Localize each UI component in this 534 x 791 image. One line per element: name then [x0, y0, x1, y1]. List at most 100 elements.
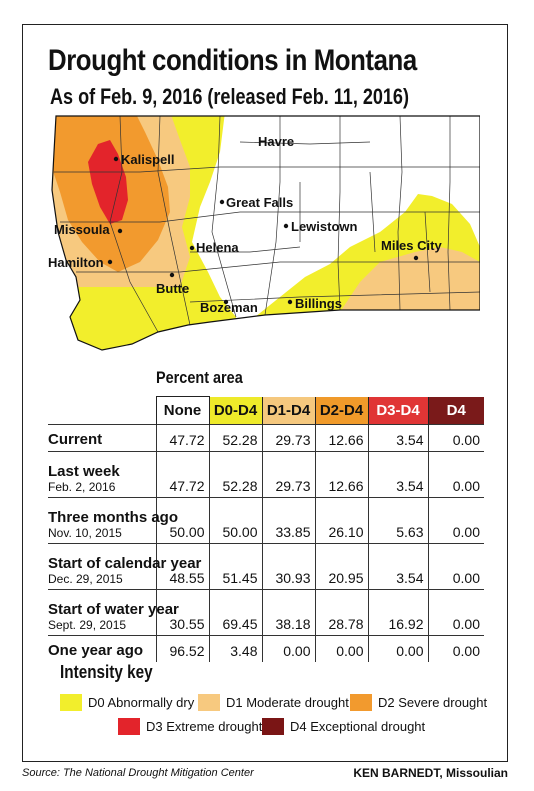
svg-text:Lewistown: Lewistown: [291, 219, 358, 234]
intensity-key-title: Intensity key: [60, 662, 153, 682]
cell-value: 69.45: [208, 589, 262, 636]
row-label: Current: [48, 424, 156, 452]
cell-value: 16.92: [367, 589, 428, 636]
svg-text:Bozeman: Bozeman: [200, 300, 258, 315]
cell-value: 50.00: [155, 497, 209, 544]
city-kalispell: Kalispell: [113, 152, 174, 167]
row-label: Start of calendar year Dec. 29, 2015: [48, 543, 201, 590]
key-label: D2 Severe drought: [378, 694, 488, 710]
cell-value: 12.66: [314, 424, 368, 452]
cell-value: 3.54: [367, 451, 428, 498]
cell-value: 51.45: [208, 543, 262, 590]
cell-value: 29.73: [261, 424, 315, 452]
key-item-d0: D0 Abnormally dry: [60, 693, 194, 711]
key-label: D0 Abnormally dry: [88, 694, 195, 710]
row-label: Three months ago Nov. 10, 2015: [48, 497, 178, 544]
cell-value: 0.00: [427, 497, 484, 544]
cell-value: 0.00: [427, 543, 484, 590]
percent-area-label: Percent area: [156, 368, 243, 387]
table-row: Three months ago Nov. 10, 2015 50.00 50.0…: [48, 497, 484, 544]
key-label: D4 Exceptional drought: [290, 718, 426, 734]
cell-value: 29.73: [261, 451, 315, 498]
cell-value: 0.00: [427, 589, 484, 636]
cell-value: 52.28: [208, 424, 262, 452]
key-label: D3 Extreme drought: [146, 718, 263, 734]
table-header-row: None D0-D4 D1-D4 D2-D4 D3-D4 D4: [48, 396, 484, 425]
cell-value: 47.72: [155, 451, 209, 498]
key-item-d4: D4 Exceptional drought: [262, 717, 425, 735]
key-label: D1 Moderate drought: [226, 694, 349, 710]
drought-table: None D0-D4 D1-D4 D2-D4 D3-D4 D4 Current …: [48, 396, 484, 662]
cell-value: 0.00: [261, 635, 315, 662]
cell-value: 30.93: [261, 543, 315, 590]
montana-drought-map: Kalispell Havre Great Falls Lewistown Mi…: [48, 115, 480, 351]
city-butte: Butte: [156, 272, 189, 296]
swatch-d3: [118, 717, 140, 735]
header-d3-d4: D3-D4: [367, 396, 428, 425]
city-missoula: Missoula: [54, 222, 123, 237]
cell-value: 47.72: [155, 424, 209, 452]
source-credit: Source: The National Drought Mitigation …: [22, 767, 254, 779]
key-item-d1: D1 Moderate drought: [198, 693, 349, 711]
author-credit: KEN BARNEDT, Missoulian: [353, 766, 508, 780]
cell-value: 0.00: [427, 635, 484, 662]
city-helena: Helena: [189, 240, 239, 255]
cell-value: 96.52: [155, 635, 209, 662]
table-row: Current 47.72 52.28 29.73 12.66 3.54 0.0…: [48, 424, 484, 452]
svg-text:Butte: Butte: [156, 281, 189, 296]
svg-text:Missoula: Missoula: [54, 222, 110, 237]
swatch-d4: [262, 717, 284, 735]
key-item-d3: D3 Extreme drought: [118, 717, 262, 735]
city-great-falls: Great Falls: [219, 195, 293, 210]
city-havre: Havre: [258, 134, 294, 149]
cell-value: 30.55: [155, 589, 209, 636]
header-d2-d4: D2-D4: [314, 396, 368, 425]
row-label: One year ago: [48, 635, 156, 662]
svg-text:Havre: Havre: [258, 134, 294, 149]
header-d1-d4: D1-D4: [261, 396, 315, 425]
cell-value: 5.63: [367, 497, 428, 544]
cell-value: 50.00: [208, 497, 262, 544]
table-row: One year ago 96.52 3.48 0.00 0.00 0.00 0…: [48, 635, 484, 662]
svg-text:Hamilton: Hamilton: [48, 255, 104, 270]
cell-value: 26.10: [314, 497, 368, 544]
header-d4: D4: [427, 396, 484, 425]
cell-value: 52.28: [208, 451, 262, 498]
table-row: Last week Feb. 2, 2016 47.72 52.28 29.73 …: [48, 451, 484, 498]
cell-value: 48.55: [155, 543, 209, 590]
svg-text:Miles City: Miles City: [381, 238, 442, 253]
header-none: None: [155, 396, 209, 425]
page-title: Drought conditions in Montana: [48, 44, 417, 77]
county-lines: [54, 116, 480, 333]
cell-value: 0.00: [314, 635, 368, 662]
graphic-frame: [22, 24, 508, 762]
cell-value: 0.00: [427, 424, 484, 452]
cell-value: 3.54: [367, 424, 428, 452]
svg-text:Kalispell: Kalispell: [121, 152, 174, 167]
cell-value: 20.95: [314, 543, 368, 590]
cell-value: 33.85: [261, 497, 315, 544]
svg-text:Billings: Billings: [295, 296, 342, 311]
cell-value: 28.78: [314, 589, 368, 636]
cell-value: 38.18: [261, 589, 315, 636]
svg-text:Helena: Helena: [196, 240, 239, 255]
table-row: Start of water year Sept. 29, 2015 30.55 …: [48, 589, 484, 636]
cell-value: 12.66: [314, 451, 368, 498]
city-lewistown: Lewistown: [283, 219, 358, 234]
map-d3-core: [88, 140, 128, 224]
key-item-d2: D2 Severe drought: [350, 693, 487, 711]
cell-value: 0.00: [367, 635, 428, 662]
header-blank: [48, 397, 156, 425]
swatch-d1: [198, 693, 220, 711]
cell-value: 3.48: [208, 635, 262, 662]
cell-value: 0.00: [427, 451, 484, 498]
swatch-d2: [350, 693, 372, 711]
table-row: Start of calendar year Dec. 29, 2015 48.5…: [48, 543, 484, 590]
svg-text:Great Falls: Great Falls: [226, 195, 293, 210]
state-outline: [51, 115, 480, 351]
cell-value: 3.54: [367, 543, 428, 590]
city-hamilton: Hamilton: [48, 255, 113, 270]
city-miles-city: Miles City: [381, 238, 442, 261]
row-label: Start of water year Sept. 29, 2015: [48, 589, 179, 636]
row-label: Last week Feb. 2, 2016: [48, 451, 156, 498]
